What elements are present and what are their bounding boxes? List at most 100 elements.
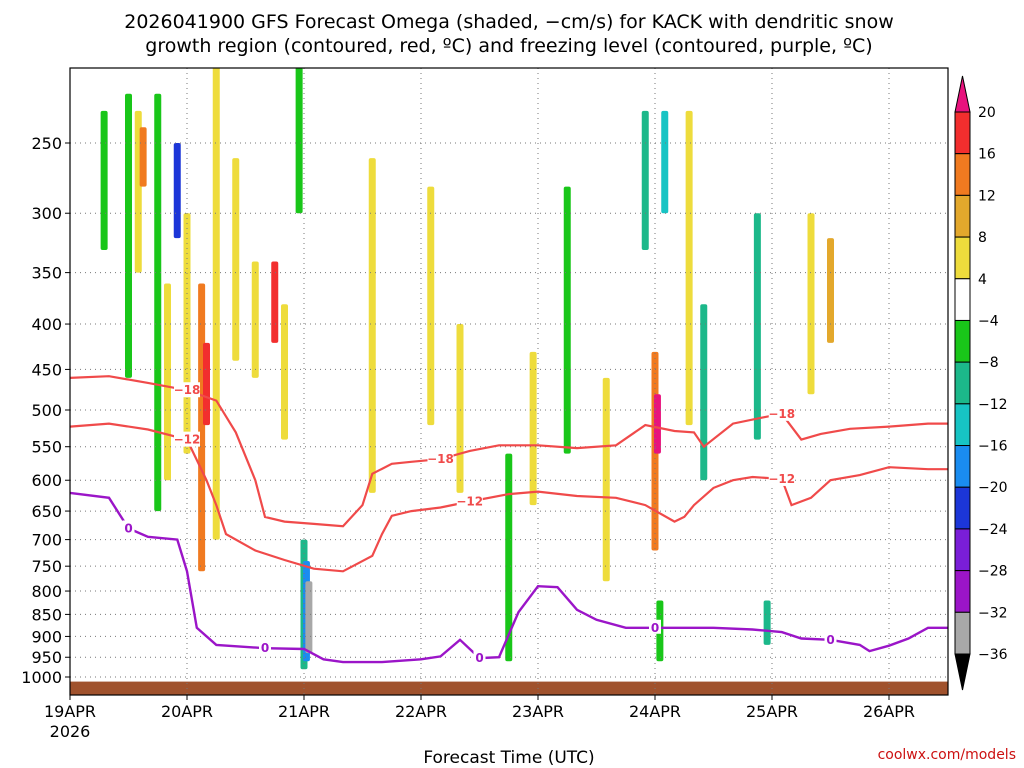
omega-cell-25 [602, 377, 610, 582]
y-tick-label: 750 [31, 557, 62, 576]
colorbar-bottom-arrow [954, 653, 971, 691]
omega-cell-13 [271, 261, 279, 343]
omega-cell-35 [807, 213, 815, 395]
y-tick-label: 300 [31, 204, 62, 223]
omega-cell-30 [661, 110, 669, 214]
dgz-label-bg-1-0 [174, 431, 200, 447]
freezing-contour-label: 0 [651, 621, 659, 635]
omega-cell-21 [456, 324, 464, 493]
omega-cell-0 [100, 110, 108, 250]
colorbar-label: −4 [978, 313, 999, 329]
freezing-label-bg-4 [824, 631, 837, 646]
x-tick-label: 23APR [512, 702, 564, 721]
colorbar-label: 20 [978, 105, 996, 121]
x-tick-label: 25APR [746, 702, 798, 721]
colorbar-label: −12 [978, 397, 1008, 413]
freezing-contour-label: 0 [124, 521, 132, 535]
colorbar-label: 16 [978, 147, 996, 163]
omega-cell-32 [700, 304, 708, 481]
colorbar-band-2 [954, 153, 971, 196]
omega-cell-15 [295, 68, 303, 214]
omega-cell-4 [154, 93, 162, 512]
colorbar: 20 16 12 8 4 −4 −8 −12 −16 −20 −24 −28 −32 −36 [954, 75, 1008, 691]
terrain-ground [70, 681, 948, 695]
colorbar-band-13 [954, 611, 971, 655]
colorbar-band-3 [954, 194, 971, 238]
colorbar-label: 8 [978, 230, 987, 246]
omega-cell-1 [125, 93, 132, 378]
freezing-contour-label: 0 [261, 641, 269, 655]
colorbar-label: 4 [978, 272, 987, 288]
contours: −18 −18 −18 −12 −12 −12 0 0 0 0 0 [70, 375, 948, 665]
y-tick-label: 500 [31, 401, 62, 420]
omega-cell-11 [232, 158, 240, 361]
y-tick-label: 850 [31, 605, 62, 624]
colorbar-label: −20 [978, 480, 1008, 496]
colorbar-band-10 [954, 486, 971, 530]
x-tick-label: 26APR [863, 702, 915, 721]
omega-shading [100, 68, 834, 670]
y-tick-label: 650 [31, 502, 62, 521]
dgz-contour-label: −18 [174, 383, 201, 397]
freezing-contour-label: 0 [826, 633, 834, 647]
omega-cell-24 [563, 186, 571, 454]
freezing-label-bg-0 [122, 520, 135, 535]
omega-cell-9 [203, 342, 210, 426]
colorbar-band-12 [954, 570, 971, 613]
y-tick-label: 400 [31, 315, 62, 334]
omega-cell-20 [427, 186, 435, 426]
colorbar-band-9 [954, 445, 971, 488]
omega-cell-8 [198, 283, 206, 572]
omega-cell-12 [251, 261, 259, 378]
omega-cell-36 [827, 238, 834, 343]
omega-cell-3 [139, 127, 147, 187]
freezing-label-bg-3 [649, 619, 661, 634]
colorbar-label: −8 [978, 355, 999, 371]
y-tick-label: 900 [31, 627, 62, 646]
dgz-label-bg-1-1 [456, 493, 483, 509]
colorbar-label: −28 [978, 564, 1008, 580]
colorbar-band-5 [954, 278, 971, 321]
dgz-label-bg-0-0 [174, 382, 200, 398]
omega-cell-34 [763, 600, 771, 645]
omega-cell-26 [641, 110, 649, 250]
dgz-label-bg-0-1 [427, 451, 454, 467]
omega-cell-18 [305, 581, 313, 654]
freezing-label-bg-2 [473, 650, 486, 665]
credit-text: coolwx.com/models [878, 747, 1016, 763]
y-tick-label: 950 [31, 648, 62, 667]
colorbar-band-8 [954, 403, 971, 447]
colorbar-band-4 [954, 236, 971, 280]
y-tick-label: 800 [31, 582, 62, 601]
freezing-contour-label: 0 [475, 651, 483, 665]
dgz-contour-label: −18 [427, 452, 454, 466]
y-tick-label: 250 [31, 134, 62, 153]
omega-cell-5 [164, 283, 171, 481]
y-tick-label: 450 [31, 360, 62, 379]
dgz-contour-label: −18 [768, 407, 795, 421]
y-tick-label: 1000 [21, 668, 62, 687]
dgz-label-bg-1-2 [768, 470, 795, 486]
y-tick-label: 350 [31, 264, 62, 283]
dgz-label-bg-0-2 [768, 405, 795, 421]
freezing-label-bg-1 [259, 640, 271, 655]
omega-cell-33 [753, 213, 761, 440]
omega-cell-14 [281, 304, 288, 440]
omega-cell-28 [653, 394, 661, 454]
omega-cell-19 [368, 158, 376, 493]
omega-cell-22 [505, 453, 513, 662]
x-axis-label: Forecast Time (UTC) [423, 748, 594, 768]
colorbar-label: −36 [978, 647, 1008, 663]
colorbar-band-11 [954, 528, 971, 572]
colorbar-band-1 [954, 111, 971, 155]
y-tick-label: 550 [31, 438, 62, 457]
x-tick-label: 22APR [395, 702, 447, 721]
dgz-contour-label: −12 [174, 433, 201, 447]
x-tick-label: 19APR [44, 702, 96, 721]
omega-cell-6 [173, 143, 181, 239]
y-tick-label: 600 [31, 471, 62, 490]
omega-cell-31 [685, 110, 693, 426]
y-tick-label: 700 [31, 531, 62, 550]
omega-cell-23 [529, 351, 537, 506]
